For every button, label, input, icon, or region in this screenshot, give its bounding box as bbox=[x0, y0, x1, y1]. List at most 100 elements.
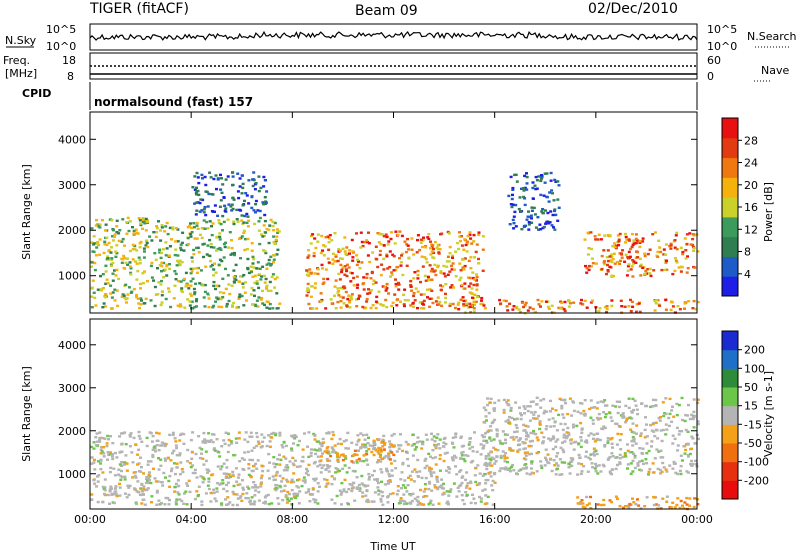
echo-cell bbox=[427, 487, 431, 491]
echo-cell bbox=[528, 215, 532, 219]
echo-cell bbox=[324, 307, 328, 310]
echo-cell bbox=[212, 268, 216, 271]
echo-cell bbox=[269, 255, 273, 258]
echo-cell bbox=[466, 234, 470, 238]
echo-cell bbox=[310, 493, 314, 496]
echo-cell bbox=[120, 261, 124, 264]
echo-cell bbox=[526, 405, 530, 408]
colorbar-frame bbox=[721, 330, 739, 500]
echo-cell bbox=[323, 478, 326, 481]
echo-cell bbox=[421, 265, 425, 268]
echo-cell bbox=[345, 274, 349, 278]
echo-cell bbox=[484, 494, 488, 497]
echo-cell bbox=[626, 256, 630, 259]
echo-cell bbox=[259, 298, 263, 301]
echo-cell bbox=[213, 204, 217, 207]
echo-cell bbox=[345, 269, 349, 273]
echo-cell bbox=[102, 455, 106, 458]
echo-cell bbox=[551, 407, 554, 410]
echo-cell bbox=[268, 302, 272, 306]
echo-cell bbox=[538, 420, 542, 423]
echo-cell bbox=[189, 465, 193, 469]
echo-cell bbox=[608, 470, 612, 473]
echo-cell bbox=[382, 434, 386, 438]
echo-cell bbox=[664, 253, 668, 256]
echo-cell bbox=[218, 246, 222, 250]
echo-cell bbox=[644, 269, 648, 273]
echo-cell bbox=[430, 278, 434, 281]
echo-cell bbox=[582, 465, 586, 468]
echo-cell bbox=[273, 254, 277, 257]
echo-cell bbox=[535, 403, 539, 406]
echo-cell bbox=[457, 308, 461, 311]
echo-cell bbox=[523, 447, 527, 450]
echo-cell bbox=[224, 498, 227, 501]
echo-cell bbox=[594, 462, 598, 466]
echo-cell bbox=[278, 434, 282, 437]
echo-cell bbox=[587, 434, 591, 437]
echo-cell bbox=[246, 497, 250, 500]
echo-cell bbox=[399, 433, 402, 436]
echo-cell bbox=[599, 470, 603, 473]
echo-cell bbox=[485, 467, 489, 471]
echo-cell bbox=[222, 256, 226, 259]
echo-cell bbox=[260, 481, 264, 484]
echo-cell bbox=[595, 432, 599, 435]
echo-cell bbox=[454, 435, 458, 439]
echo-cell bbox=[606, 437, 610, 440]
echo-cell bbox=[587, 247, 591, 250]
echo-cell bbox=[403, 479, 407, 482]
echo-cell bbox=[165, 221, 169, 225]
echo-cell bbox=[673, 269, 677, 273]
echo-cell bbox=[444, 442, 448, 446]
echo-cell bbox=[459, 269, 463, 272]
echo-cell bbox=[380, 480, 383, 483]
echo-cell bbox=[293, 437, 297, 440]
echo-cell bbox=[448, 270, 452, 273]
echo-cell bbox=[659, 456, 663, 459]
echo-cell bbox=[588, 458, 592, 461]
echo-cell bbox=[525, 175, 529, 179]
echo-cell bbox=[629, 268, 633, 271]
echo-cell bbox=[535, 179, 539, 182]
echo-cell bbox=[661, 497, 665, 500]
echo-cell bbox=[599, 503, 603, 507]
echo-cell bbox=[610, 255, 614, 259]
echo-cell bbox=[557, 184, 561, 187]
echo-cell bbox=[398, 499, 402, 502]
echo-cell bbox=[612, 242, 616, 245]
echo-cell bbox=[433, 486, 437, 489]
echo-cell bbox=[493, 481, 497, 484]
echo-cell bbox=[187, 479, 191, 482]
echo-cell bbox=[469, 311, 473, 314]
echo-cell bbox=[221, 277, 225, 280]
echo-cell bbox=[608, 234, 612, 237]
echo-cell bbox=[604, 413, 608, 416]
echo-cell bbox=[275, 235, 279, 238]
echo-cell bbox=[368, 475, 371, 479]
echo-cell bbox=[589, 507, 593, 510]
colorbar-segment bbox=[722, 331, 738, 351]
echo-cell bbox=[638, 257, 642, 260]
echo-cell bbox=[186, 226, 190, 229]
echo-cell bbox=[661, 456, 665, 459]
echo-cell bbox=[665, 495, 669, 498]
echo-cell bbox=[242, 231, 246, 235]
echo-cell bbox=[589, 495, 592, 499]
echo-cell bbox=[482, 304, 486, 307]
echo-cell bbox=[397, 281, 400, 285]
echo-cell bbox=[691, 462, 695, 466]
echo-cell bbox=[321, 282, 325, 285]
echo-cell bbox=[671, 434, 675, 437]
echo-cell bbox=[108, 502, 111, 505]
echo-cell bbox=[266, 469, 270, 472]
echo-cell bbox=[260, 474, 264, 477]
echo-cell bbox=[639, 434, 643, 438]
echo-cell bbox=[169, 469, 173, 473]
echo-cell bbox=[348, 301, 352, 304]
echo-cell bbox=[595, 407, 599, 410]
echo-cell bbox=[111, 279, 115, 282]
echo-cell bbox=[481, 235, 485, 238]
echo-cell bbox=[254, 486, 258, 489]
echo-cell bbox=[338, 437, 342, 441]
